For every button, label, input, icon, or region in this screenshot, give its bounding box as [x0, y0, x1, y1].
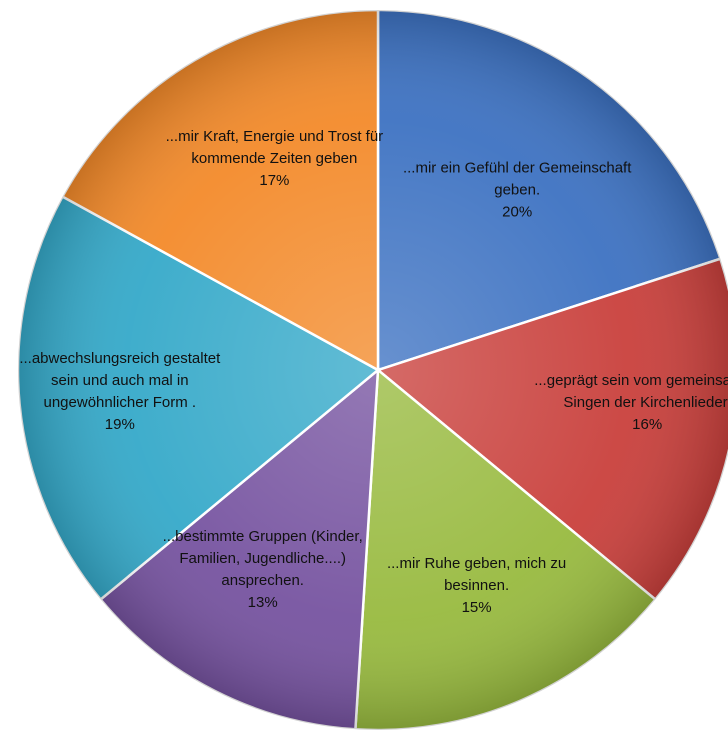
slice-percent-label: 20%	[502, 203, 532, 220]
slice-label-2: ...geprägt sein vom gemeinsamen Singen de…	[534, 372, 728, 433]
slice-label-1: ...mir ein Gefühl der Gemeinschaft geben.…	[403, 159, 632, 220]
slice-label-line: geben.	[494, 181, 540, 198]
slice-percent-label: 17%	[259, 172, 289, 189]
slice-label-line: ...mir Kraft, Energie und Trost für	[166, 128, 384, 145]
slice-percent-label: 13%	[248, 594, 278, 611]
slice-label-line: Familien, Jugendliche....)	[179, 550, 346, 567]
slice-label-6: ...mir Kraft, Energie und Trost für komme…	[166, 128, 384, 189]
slice-label-3: ...mir Ruhe geben, mich zu besinnen. 15%	[387, 555, 566, 616]
slice-label-line: Singen der Kirchenlieder.	[563, 394, 728, 411]
slice-percent-label: 19%	[105, 416, 135, 433]
slice-label-line: ...mir ein Gefühl der Gemeinschaft	[403, 159, 632, 176]
slice-label-4: ...bestimmte Gruppen (Kinder, Familien, J…	[163, 528, 363, 611]
slices-layer	[16, 8, 728, 732]
slice-label-line: besinnen.	[444, 577, 509, 594]
slice-label-line: ...bestimmte Gruppen (Kinder,	[163, 528, 363, 545]
slice-label-5: ...abwechslungsreich gestaltet sein und a…	[19, 350, 221, 433]
slice-percent-label: 15%	[462, 599, 492, 616]
slice-percent-label: 16%	[632, 416, 662, 433]
slice-label-line: ...abwechslungsreich gestaltet	[19, 350, 221, 367]
slice-label-line: ...geprägt sein vom gemeinsamen	[534, 372, 728, 389]
slice-label-line: kommende Zeiten geben	[191, 150, 357, 167]
slice-label-line: sein und auch mal in	[51, 372, 189, 389]
labels-layer: ...mir ein Gefühl der Gemeinschaft geben.…	[19, 128, 728, 616]
slice-label-line: ansprechen.	[221, 572, 304, 589]
slice-label-line: ungewöhnlicher Form .	[44, 394, 197, 411]
slice-label-line: ...mir Ruhe geben, mich zu	[387, 555, 566, 572]
